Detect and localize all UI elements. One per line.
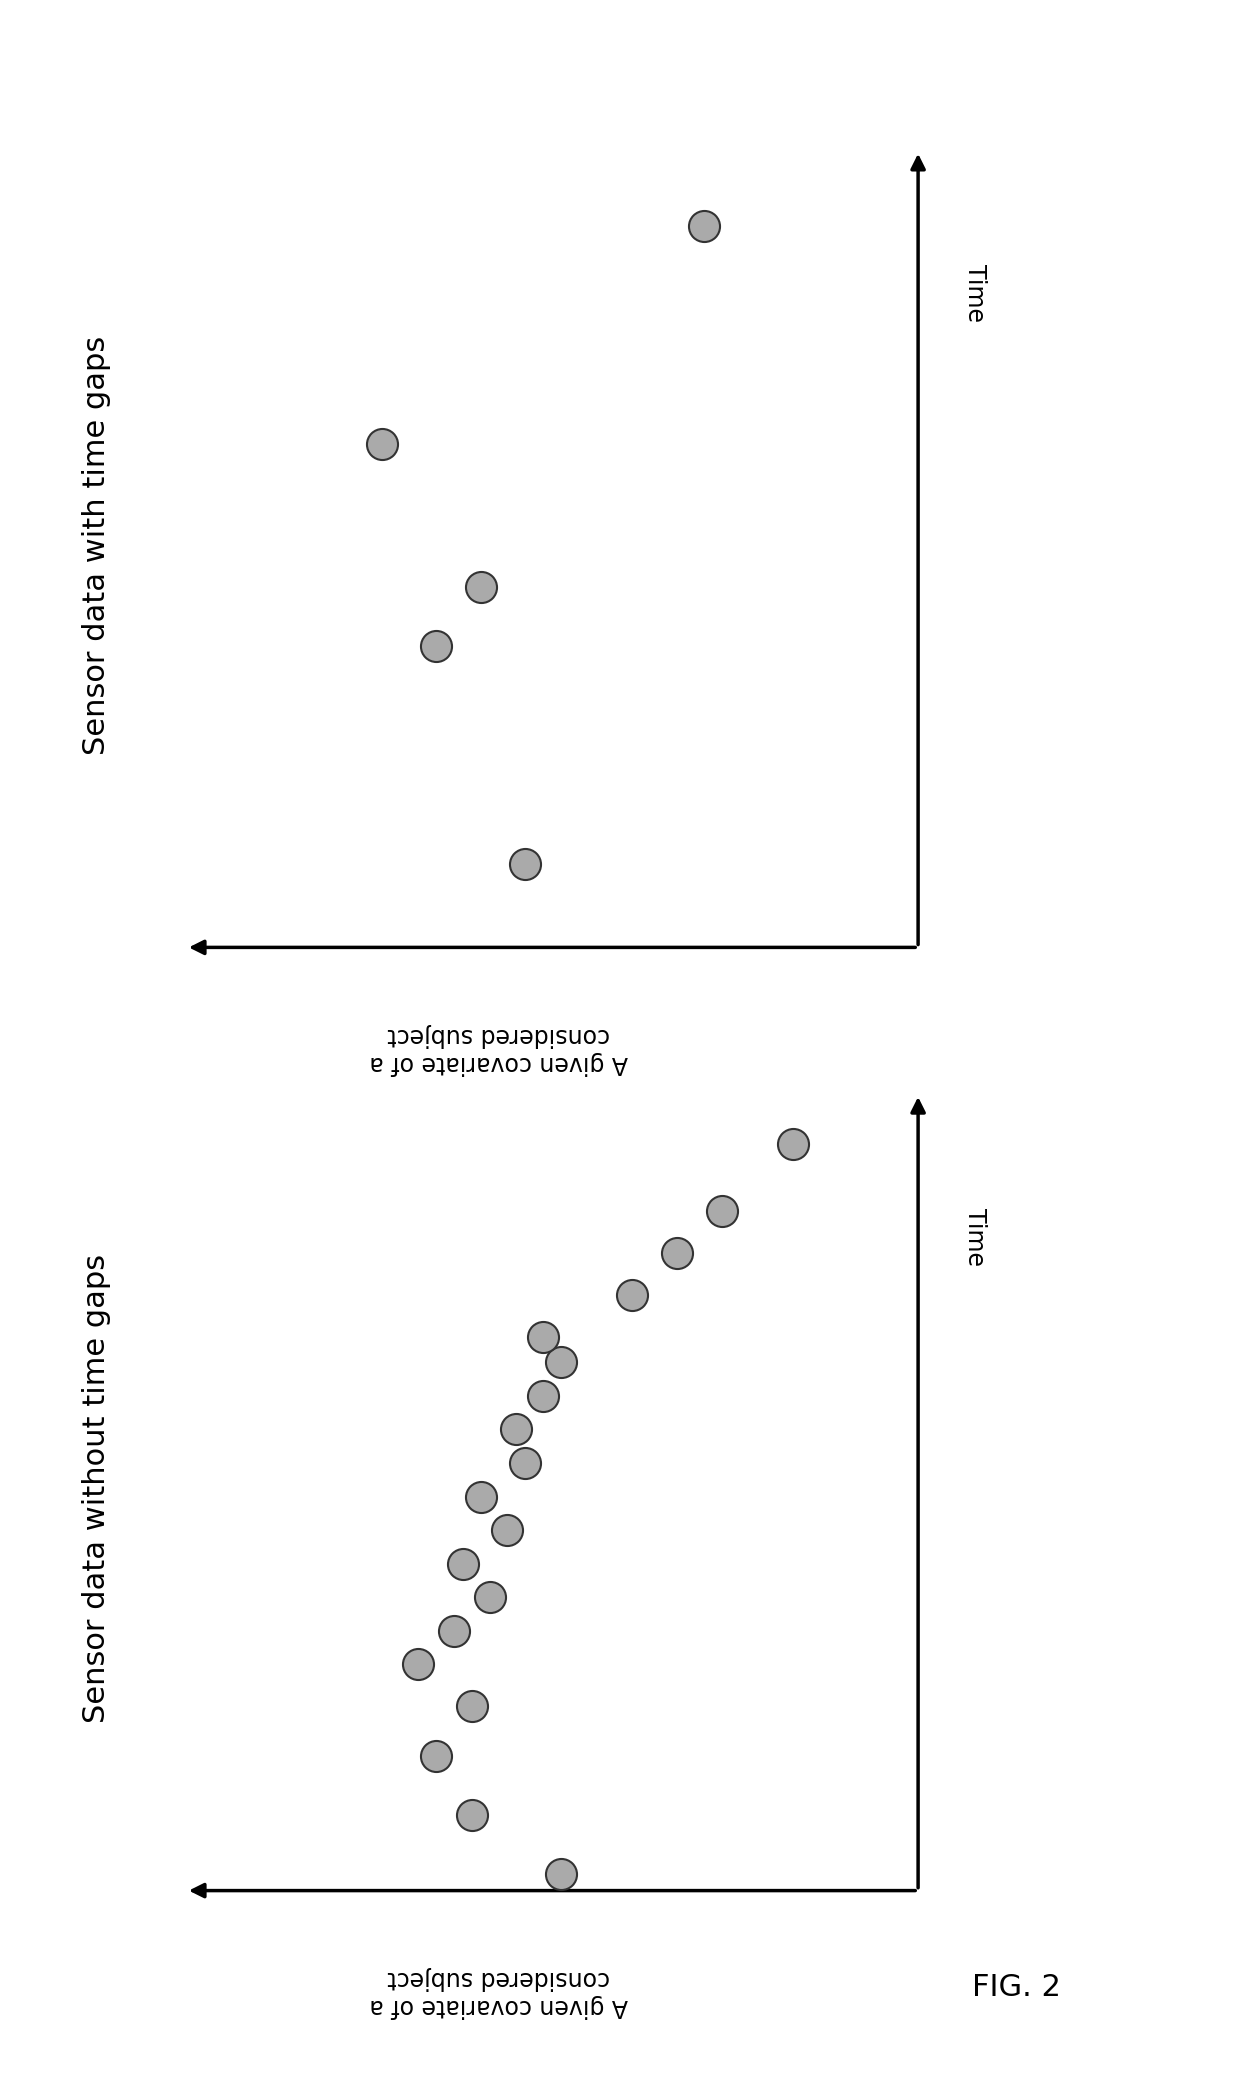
Point (471, 1480, 491, 1513)
Point (694, 210, 714, 243)
Point (453, 1547, 472, 1580)
Text: Sensor data without time gaps: Sensor data without time gaps (82, 1253, 112, 1723)
Text: A given covariate of a
considered subject: A given covariate of a considered subjec… (370, 1966, 627, 2018)
Point (533, 1379, 553, 1413)
Point (461, 1798, 481, 1832)
Point (444, 1614, 464, 1647)
Point (497, 1513, 517, 1547)
Point (533, 1320, 553, 1354)
Point (622, 1279, 642, 1312)
Point (667, 1237, 687, 1270)
Point (427, 629, 446, 662)
Point (784, 1128, 804, 1161)
Point (471, 570, 491, 604)
Text: Time: Time (962, 1207, 987, 1266)
Text: A given covariate of a
considered subject: A given covariate of a considered subjec… (370, 1023, 627, 1075)
Point (427, 1740, 446, 1773)
Point (516, 1446, 536, 1480)
Point (506, 1413, 526, 1446)
Point (408, 1647, 428, 1681)
Point (551, 1346, 570, 1379)
Text: Time: Time (962, 264, 987, 323)
Point (461, 1689, 481, 1723)
Point (480, 1580, 500, 1614)
Point (712, 1195, 732, 1228)
Text: Sensor data with time gaps: Sensor data with time gaps (82, 335, 112, 755)
Point (516, 847, 536, 880)
Text: FIG. 2: FIG. 2 (972, 1972, 1061, 2002)
Point (551, 1857, 570, 1891)
Point (372, 428, 392, 461)
